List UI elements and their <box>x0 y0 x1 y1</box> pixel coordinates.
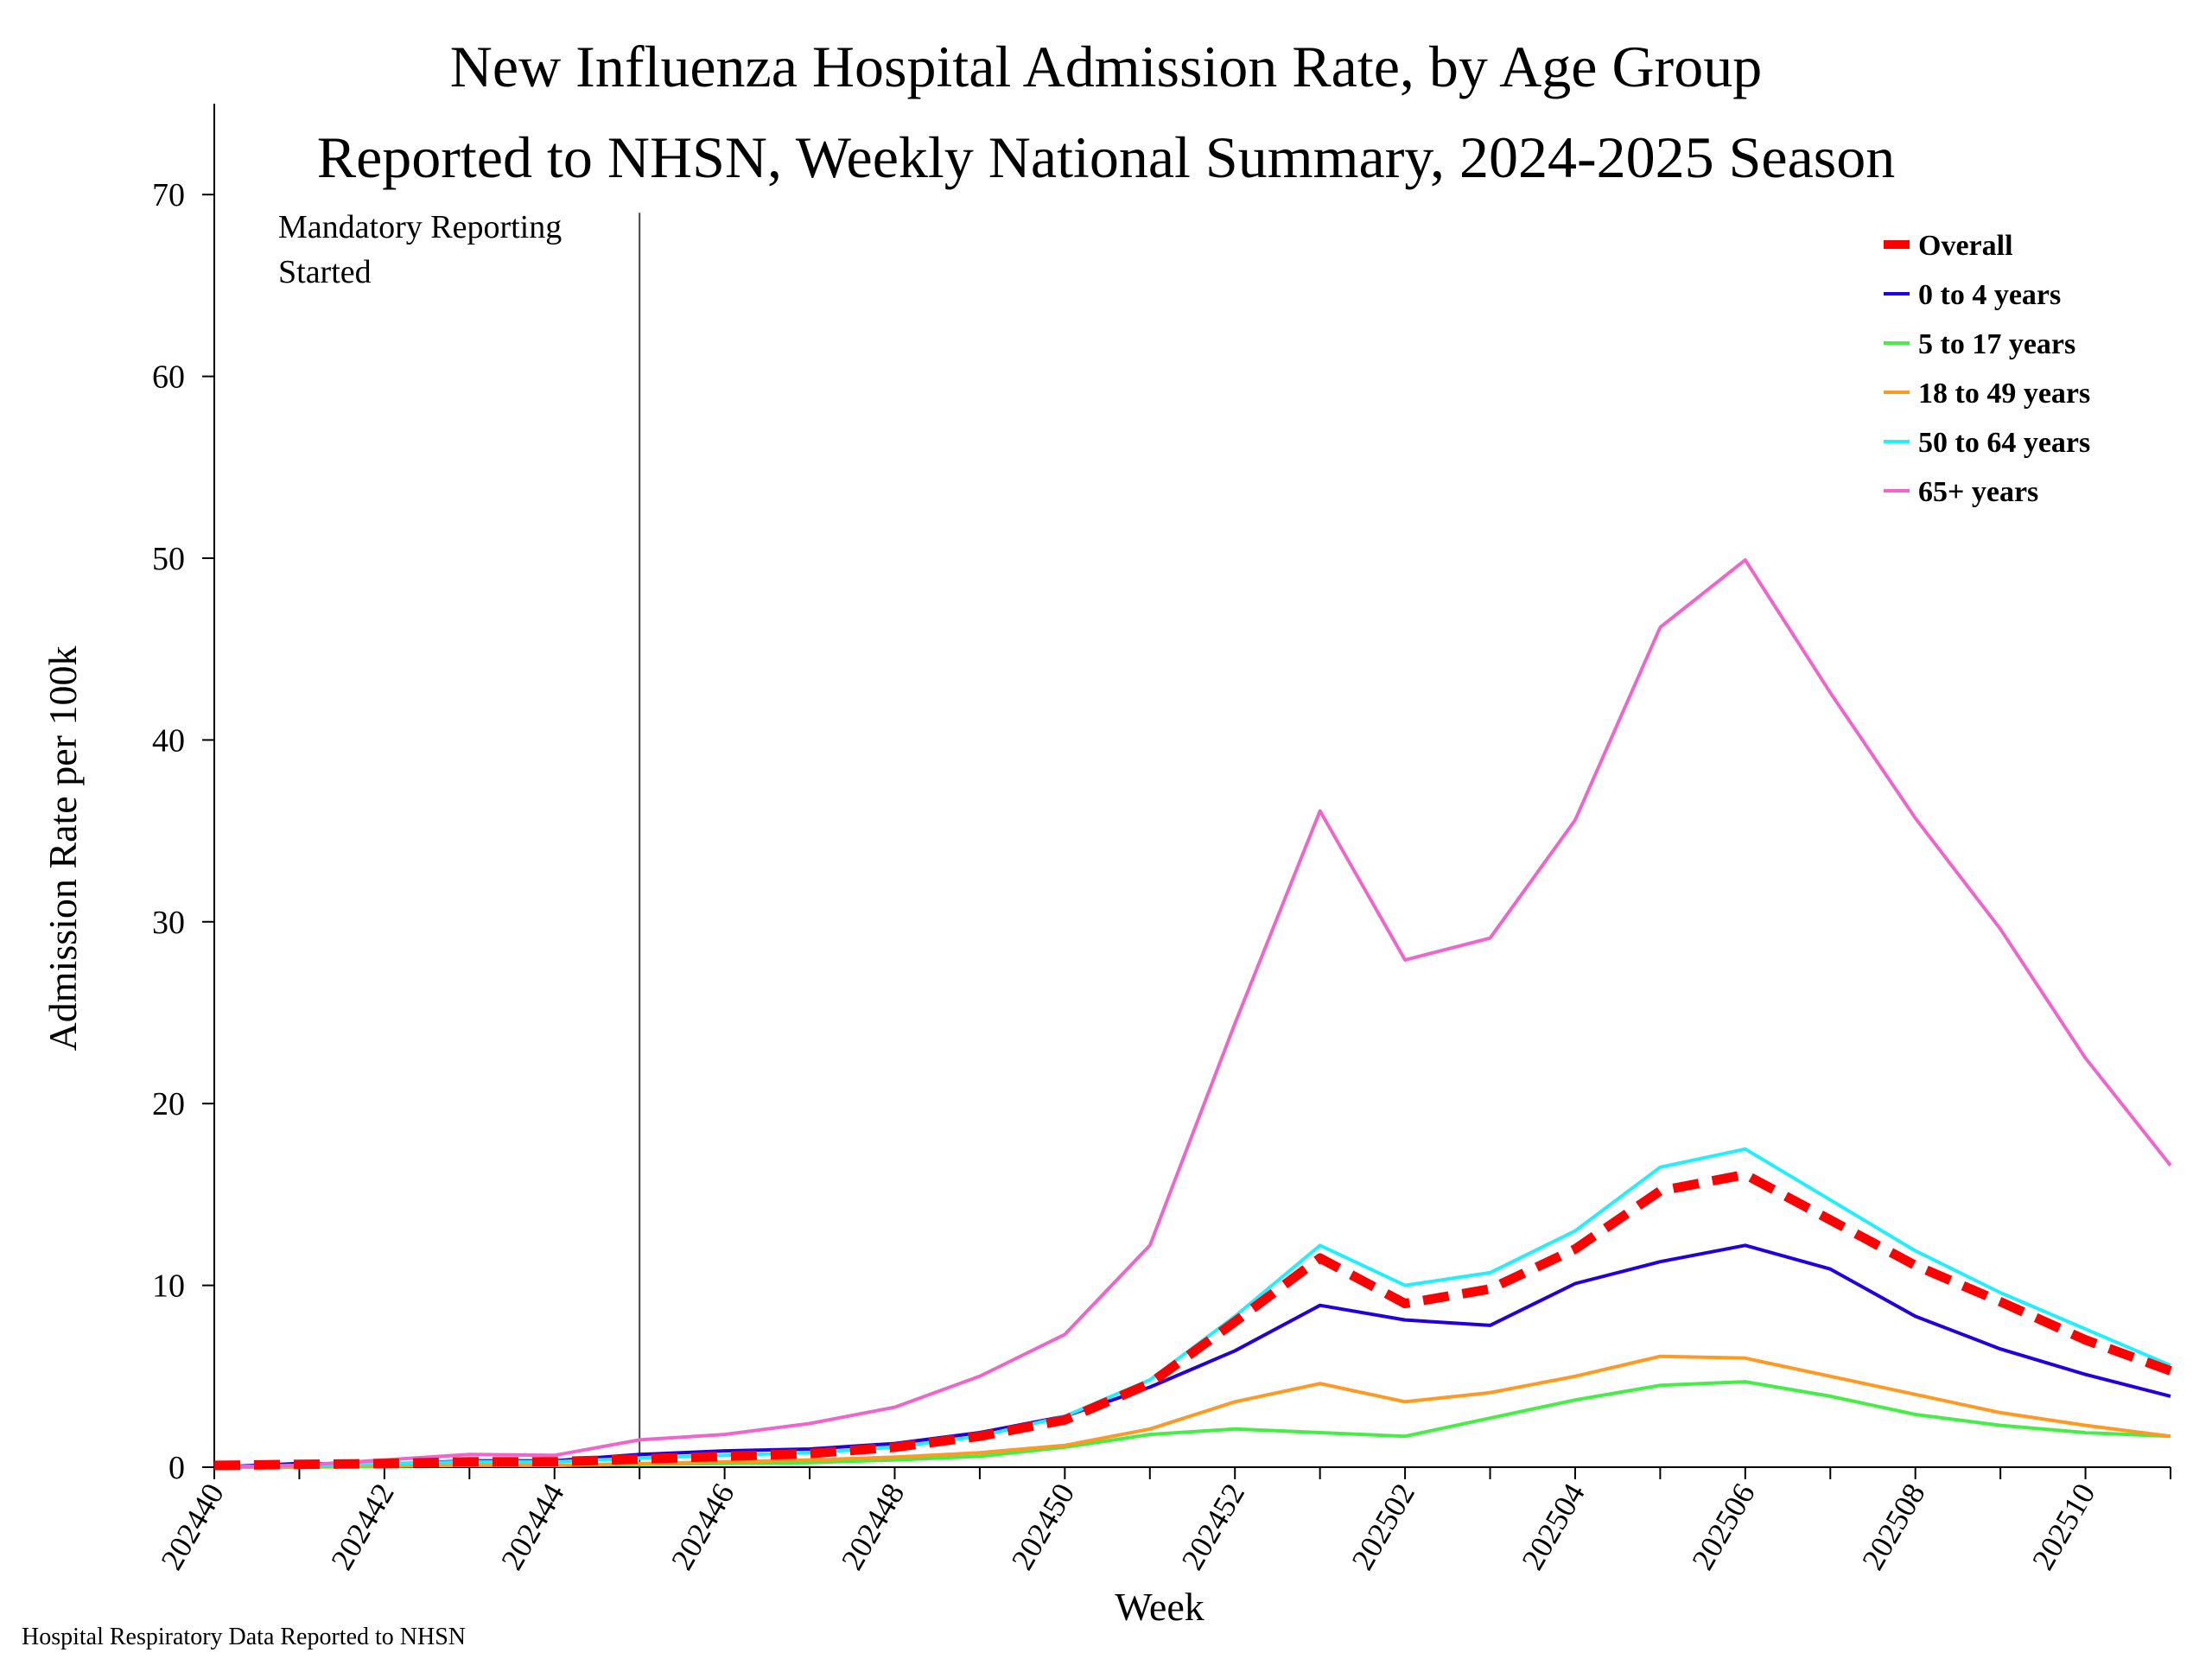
series-line-overall <box>213 1169 2172 1471</box>
y-axis-title: Admission Rate per 100k <box>41 646 85 1052</box>
y-tick-label: 30 <box>152 905 185 941</box>
series-line-65-years <box>213 558 2172 1469</box>
x-tick-label: 202452 <box>1175 1478 1252 1576</box>
series-layer <box>213 558 2172 1471</box>
chart-title: New Influenza Hospital Admission Rate, b… <box>450 34 1762 99</box>
legend-label-50-to-64-years: 50 to 64 years <box>1918 427 2090 459</box>
series-line-18-to-49-years <box>213 1354 2171 1469</box>
x-tick-label: 202450 <box>1005 1478 1082 1576</box>
x-tick-label: 202446 <box>664 1478 741 1576</box>
footer-source: Hospital Respiratory Data Reported to NH… <box>22 1624 466 1650</box>
x-tick-label: 202444 <box>494 1478 571 1576</box>
legend-label-5-to-17-years: 5 to 17 years <box>1918 328 2075 360</box>
annotation-layer: Mandatory Reporting Started <box>278 209 641 1467</box>
x-tick-label: 202508 <box>1855 1478 1932 1576</box>
x-tick-label: 202502 <box>1344 1478 1421 1576</box>
x-tick-label: 202448 <box>835 1478 912 1576</box>
y-tick-label: 60 <box>152 359 185 396</box>
y-tick-label: 0 <box>168 1450 185 1486</box>
legend-label-0-to-4-years: 0 to 4 years <box>1918 279 2061 311</box>
y-tick-label: 50 <box>152 541 185 577</box>
y-tick-label: 70 <box>152 177 185 213</box>
legend: Overall 0 to 4 years 5 to 17 years 18 to 49… <box>1884 230 2090 508</box>
x-tick-label: 202506 <box>1685 1478 1762 1576</box>
series-line-50-to-64-years <box>213 1147 2171 1469</box>
x-tick-label: 202510 <box>2025 1478 2102 1576</box>
legend-label-65-years: 65+ years <box>1918 476 2038 508</box>
annotation-text-line1: Mandatory Reporting <box>278 209 562 245</box>
y-tick-label: 10 <box>152 1268 185 1305</box>
x-tick-label: 202442 <box>324 1478 401 1576</box>
chart-subtitle: Reported to NHSN, Weekly National Summar… <box>317 124 1896 190</box>
x-tick-label: 202504 <box>1515 1478 1592 1576</box>
annotation-text-line2: Started <box>278 254 372 290</box>
legend-label-overall: Overall <box>1918 230 2013 262</box>
x-tick-label: 202440 <box>154 1478 231 1576</box>
legend-label-18-to-49-years: 18 to 49 years <box>1918 378 2090 410</box>
y-tick-label: 40 <box>152 722 185 759</box>
y-tick-label: 20 <box>152 1086 185 1122</box>
axes: 0 10 20 30 40 50 60 70 202440 202442 202444 202446 2… <box>152 104 2171 1576</box>
x-axis-title: Week <box>1115 1585 1205 1629</box>
